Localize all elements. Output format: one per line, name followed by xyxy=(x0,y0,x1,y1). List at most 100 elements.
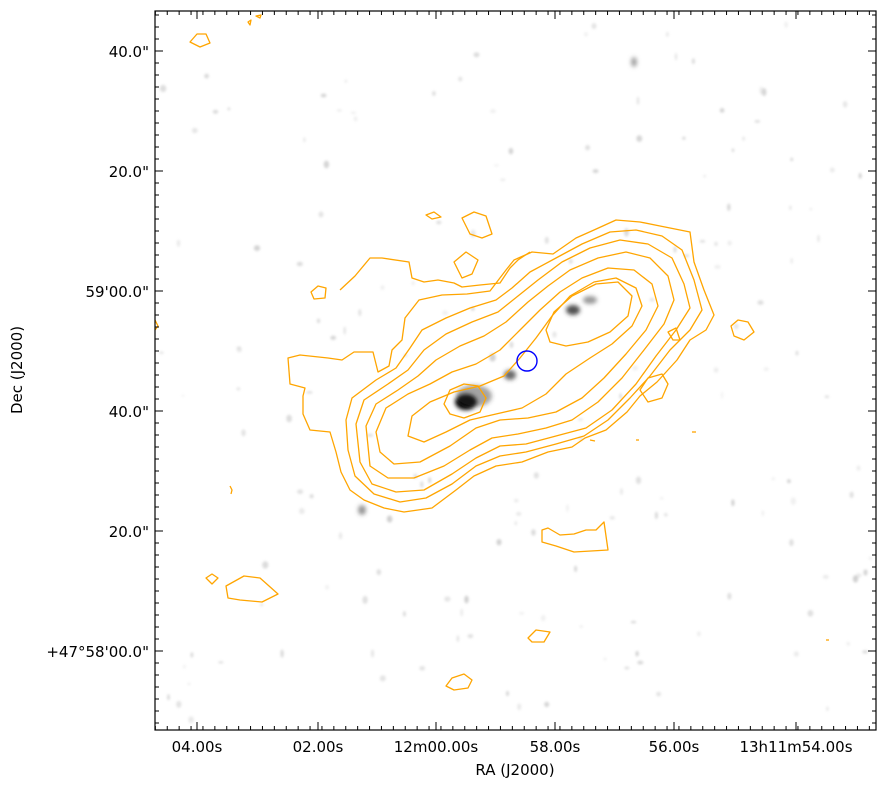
noise-speck xyxy=(181,394,185,397)
noise-speck xyxy=(343,326,346,335)
noise-speck xyxy=(317,318,320,324)
noise-speck xyxy=(761,510,764,517)
noise-speck xyxy=(763,367,769,371)
noise-speck xyxy=(664,513,668,517)
noise-speck xyxy=(829,167,835,173)
noise-speck xyxy=(863,569,868,576)
noise-speck xyxy=(516,512,522,516)
noise-speck xyxy=(714,241,718,247)
noise-speck xyxy=(188,716,194,724)
noise-speck xyxy=(299,508,305,515)
galaxy-faint xyxy=(358,505,366,515)
noise-speck xyxy=(632,365,639,371)
noise-speck xyxy=(713,367,719,373)
noise-speck xyxy=(508,147,514,155)
position-marker-circle xyxy=(516,350,538,372)
noise-speck xyxy=(236,346,242,349)
noise-speck xyxy=(490,109,496,114)
noise-speck xyxy=(519,612,525,615)
x-tick-label: 13h11m54.00s xyxy=(739,738,852,756)
optical-galaxies xyxy=(358,57,637,515)
noise-speck xyxy=(674,52,678,61)
y-tick-label: 40.0" xyxy=(109,43,149,61)
galaxy-small xyxy=(504,370,516,380)
noise-speck xyxy=(318,211,324,218)
noise-speck xyxy=(697,631,701,637)
noise-speck xyxy=(659,497,664,500)
noise-speck xyxy=(376,569,382,576)
noise-speck xyxy=(306,391,313,394)
noise-speck xyxy=(809,208,813,211)
contour-level-5 xyxy=(375,267,659,465)
noise-speck xyxy=(858,172,862,179)
noise-speck xyxy=(514,521,517,526)
noise-speck xyxy=(420,481,424,488)
noise-speck xyxy=(578,418,583,421)
noise-speck xyxy=(682,136,686,140)
x-tick-label: 02.00s xyxy=(293,738,344,756)
noise-speck xyxy=(699,240,706,243)
noise-speck xyxy=(733,323,739,330)
noise-speck xyxy=(649,297,655,302)
contour-core xyxy=(443,383,487,419)
y-tick-label: 40.0" xyxy=(109,403,149,421)
noise-speck xyxy=(849,491,854,498)
noise-speck xyxy=(176,239,181,247)
noise-speck xyxy=(789,205,792,211)
contour-island xyxy=(453,251,479,279)
noise-speck xyxy=(187,682,191,685)
noise-speck xyxy=(603,657,607,661)
noise-speck xyxy=(727,203,731,211)
noise-speck xyxy=(624,228,629,237)
noise-speck xyxy=(190,652,194,658)
noise-speck xyxy=(742,136,745,141)
noise-speck xyxy=(757,300,764,305)
noise-speck xyxy=(585,145,590,151)
noise-speck xyxy=(665,31,669,37)
noise-speck xyxy=(428,477,432,484)
noise-speck xyxy=(566,504,569,513)
contour-level-6 xyxy=(407,277,643,443)
noise-speck xyxy=(540,614,546,622)
noise-speck xyxy=(496,539,502,546)
noise-speck xyxy=(506,690,509,697)
noise-speck xyxy=(789,539,794,547)
contour-island xyxy=(225,575,279,603)
noise-speck xyxy=(856,465,861,471)
noise-speck xyxy=(380,285,385,290)
noise-speck xyxy=(531,529,536,536)
noise-speck xyxy=(212,109,219,114)
noise-speck xyxy=(183,664,186,669)
noise-speck xyxy=(691,58,696,65)
noise-speck xyxy=(344,79,348,83)
noise-speck xyxy=(159,351,164,354)
contour-level-4 xyxy=(365,251,675,479)
noise-speck xyxy=(338,532,343,540)
noise-speck xyxy=(552,331,557,338)
noise-speck xyxy=(636,96,640,106)
contour-island xyxy=(425,211,442,220)
noise-speck xyxy=(336,109,342,112)
noise-speck xyxy=(635,476,642,485)
noise-speck xyxy=(379,675,386,682)
x-axis-label: RA (J2000) xyxy=(475,761,554,779)
noise-speck xyxy=(411,281,415,286)
y-tick-label: 59'00.0" xyxy=(85,283,149,301)
noise-speck xyxy=(236,347,242,353)
x-tick-label: 12m00.00s xyxy=(394,738,479,756)
noise-speck xyxy=(467,634,474,639)
noise-speck xyxy=(367,433,373,437)
noise-speck xyxy=(754,120,761,123)
noise-speck xyxy=(493,164,499,167)
noise-speck xyxy=(325,584,329,590)
noise-speck xyxy=(286,414,292,423)
noise-speck xyxy=(309,494,314,499)
contour-level-1 xyxy=(287,219,715,513)
noise-speck xyxy=(159,84,167,93)
noise-speck xyxy=(584,32,588,37)
noise-speck xyxy=(323,160,330,169)
noise-speck xyxy=(824,395,830,399)
noise-speck xyxy=(574,565,577,572)
noise-speck xyxy=(280,649,284,658)
